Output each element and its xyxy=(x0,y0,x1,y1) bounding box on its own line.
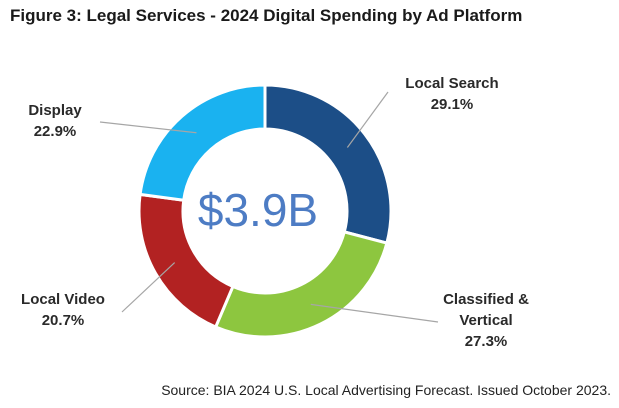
slice-label: Classified & Vertical 27.3% xyxy=(443,291,529,350)
slice-display xyxy=(138,83,267,202)
slice-classified-vertical xyxy=(213,230,389,339)
leader-line xyxy=(310,303,439,323)
slice-local-search xyxy=(263,83,393,245)
slice-label: Local Video 20.7% xyxy=(21,291,105,329)
chart-title: Figure 3: Legal Services - 2024 Digital … xyxy=(10,6,523,25)
center-total-label: $3.9B xyxy=(198,184,318,236)
slice-label: Local Search 29.1% xyxy=(405,75,498,113)
leader-line xyxy=(99,121,197,134)
slice-label: Display 22.9% xyxy=(28,102,82,140)
source-note: Source: BIA 2024 U.S. Local Advertising … xyxy=(161,382,611,398)
leader-line xyxy=(121,262,176,313)
leader-line xyxy=(346,91,389,148)
